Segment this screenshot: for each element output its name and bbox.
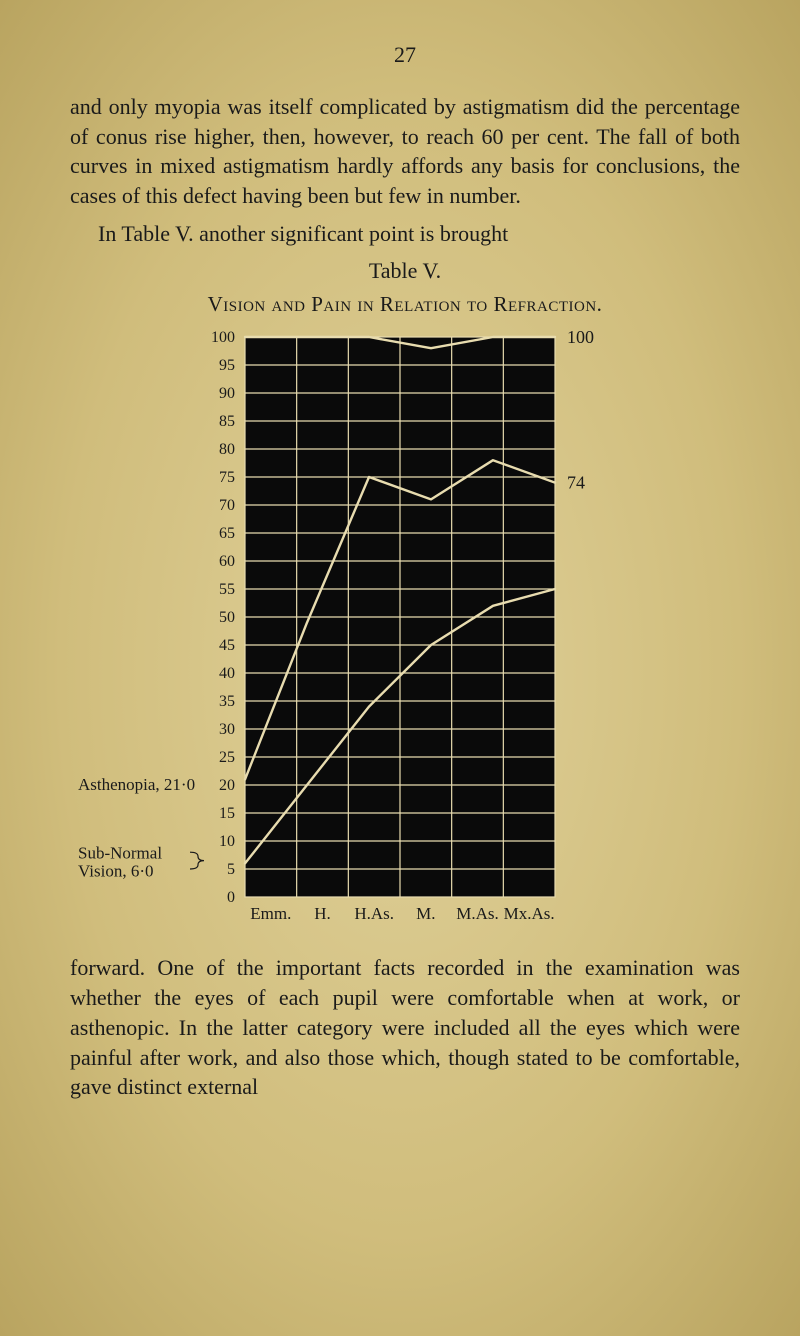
y-tick-label: 100 <box>211 329 235 346</box>
chart-svg: 1009590858075706560555045403530252015105… <box>70 327 750 927</box>
x-category-label: M.As. <box>456 904 499 923</box>
paragraph-2: In Table V. another significant point is… <box>70 219 740 249</box>
paragraph-3: forward. One of the important facts reco… <box>70 953 740 1101</box>
y-tick-label: 65 <box>219 525 235 542</box>
y-tick-label: 55 <box>219 581 235 598</box>
annotation-subnormal-line1: Sub-Normal <box>78 844 162 863</box>
x-category-label: Mx.As. <box>504 904 555 923</box>
y-tick-label: 15 <box>219 805 235 822</box>
y-tick-label: 30 <box>219 721 235 738</box>
y-tick-label: 45 <box>219 637 235 654</box>
y-tick-label: 90 <box>219 385 235 402</box>
y-tick-label: 70 <box>219 497 235 514</box>
x-category-label: Emm. <box>250 904 291 923</box>
figure-heading: Vision and Pain in Relation to Refractio… <box>70 292 740 317</box>
y-tick-label: 25 <box>219 749 235 766</box>
y-tick-label: 75 <box>219 469 235 486</box>
y-tick-label: 35 <box>219 693 235 710</box>
y-tick-label: 50 <box>219 609 235 626</box>
series-end-label: 74 <box>567 473 585 493</box>
y-tick-label: 95 <box>219 357 235 374</box>
y-tick-label: 80 <box>219 441 235 458</box>
paragraph-1: and only myopia was itself complicated b… <box>70 92 740 211</box>
y-tick-label: 0 <box>227 889 235 906</box>
annotation-subnormal-line2: Vision, 6·0 <box>78 862 153 881</box>
x-category-label: H.As. <box>354 904 394 923</box>
y-tick-label: 85 <box>219 413 235 430</box>
y-tick-label: 20 <box>219 777 235 794</box>
series-end-label: 100 <box>567 327 594 347</box>
x-category-label: H. <box>314 904 331 923</box>
chart-area: 1009590858075706560555045403530252015105… <box>70 327 740 947</box>
table-title: Table V. <box>70 258 740 284</box>
page-number: 27 <box>70 42 740 68</box>
y-tick-label: 60 <box>219 553 235 570</box>
y-tick-label: 40 <box>219 665 235 682</box>
y-tick-label: 10 <box>219 833 235 850</box>
annotation-asthenopia: Asthenopia, 21·0 <box>78 775 195 794</box>
x-category-label: M. <box>416 904 435 923</box>
page: 27 and only myopia was itself complicate… <box>0 0 800 1336</box>
y-tick-label: 5 <box>227 861 235 878</box>
